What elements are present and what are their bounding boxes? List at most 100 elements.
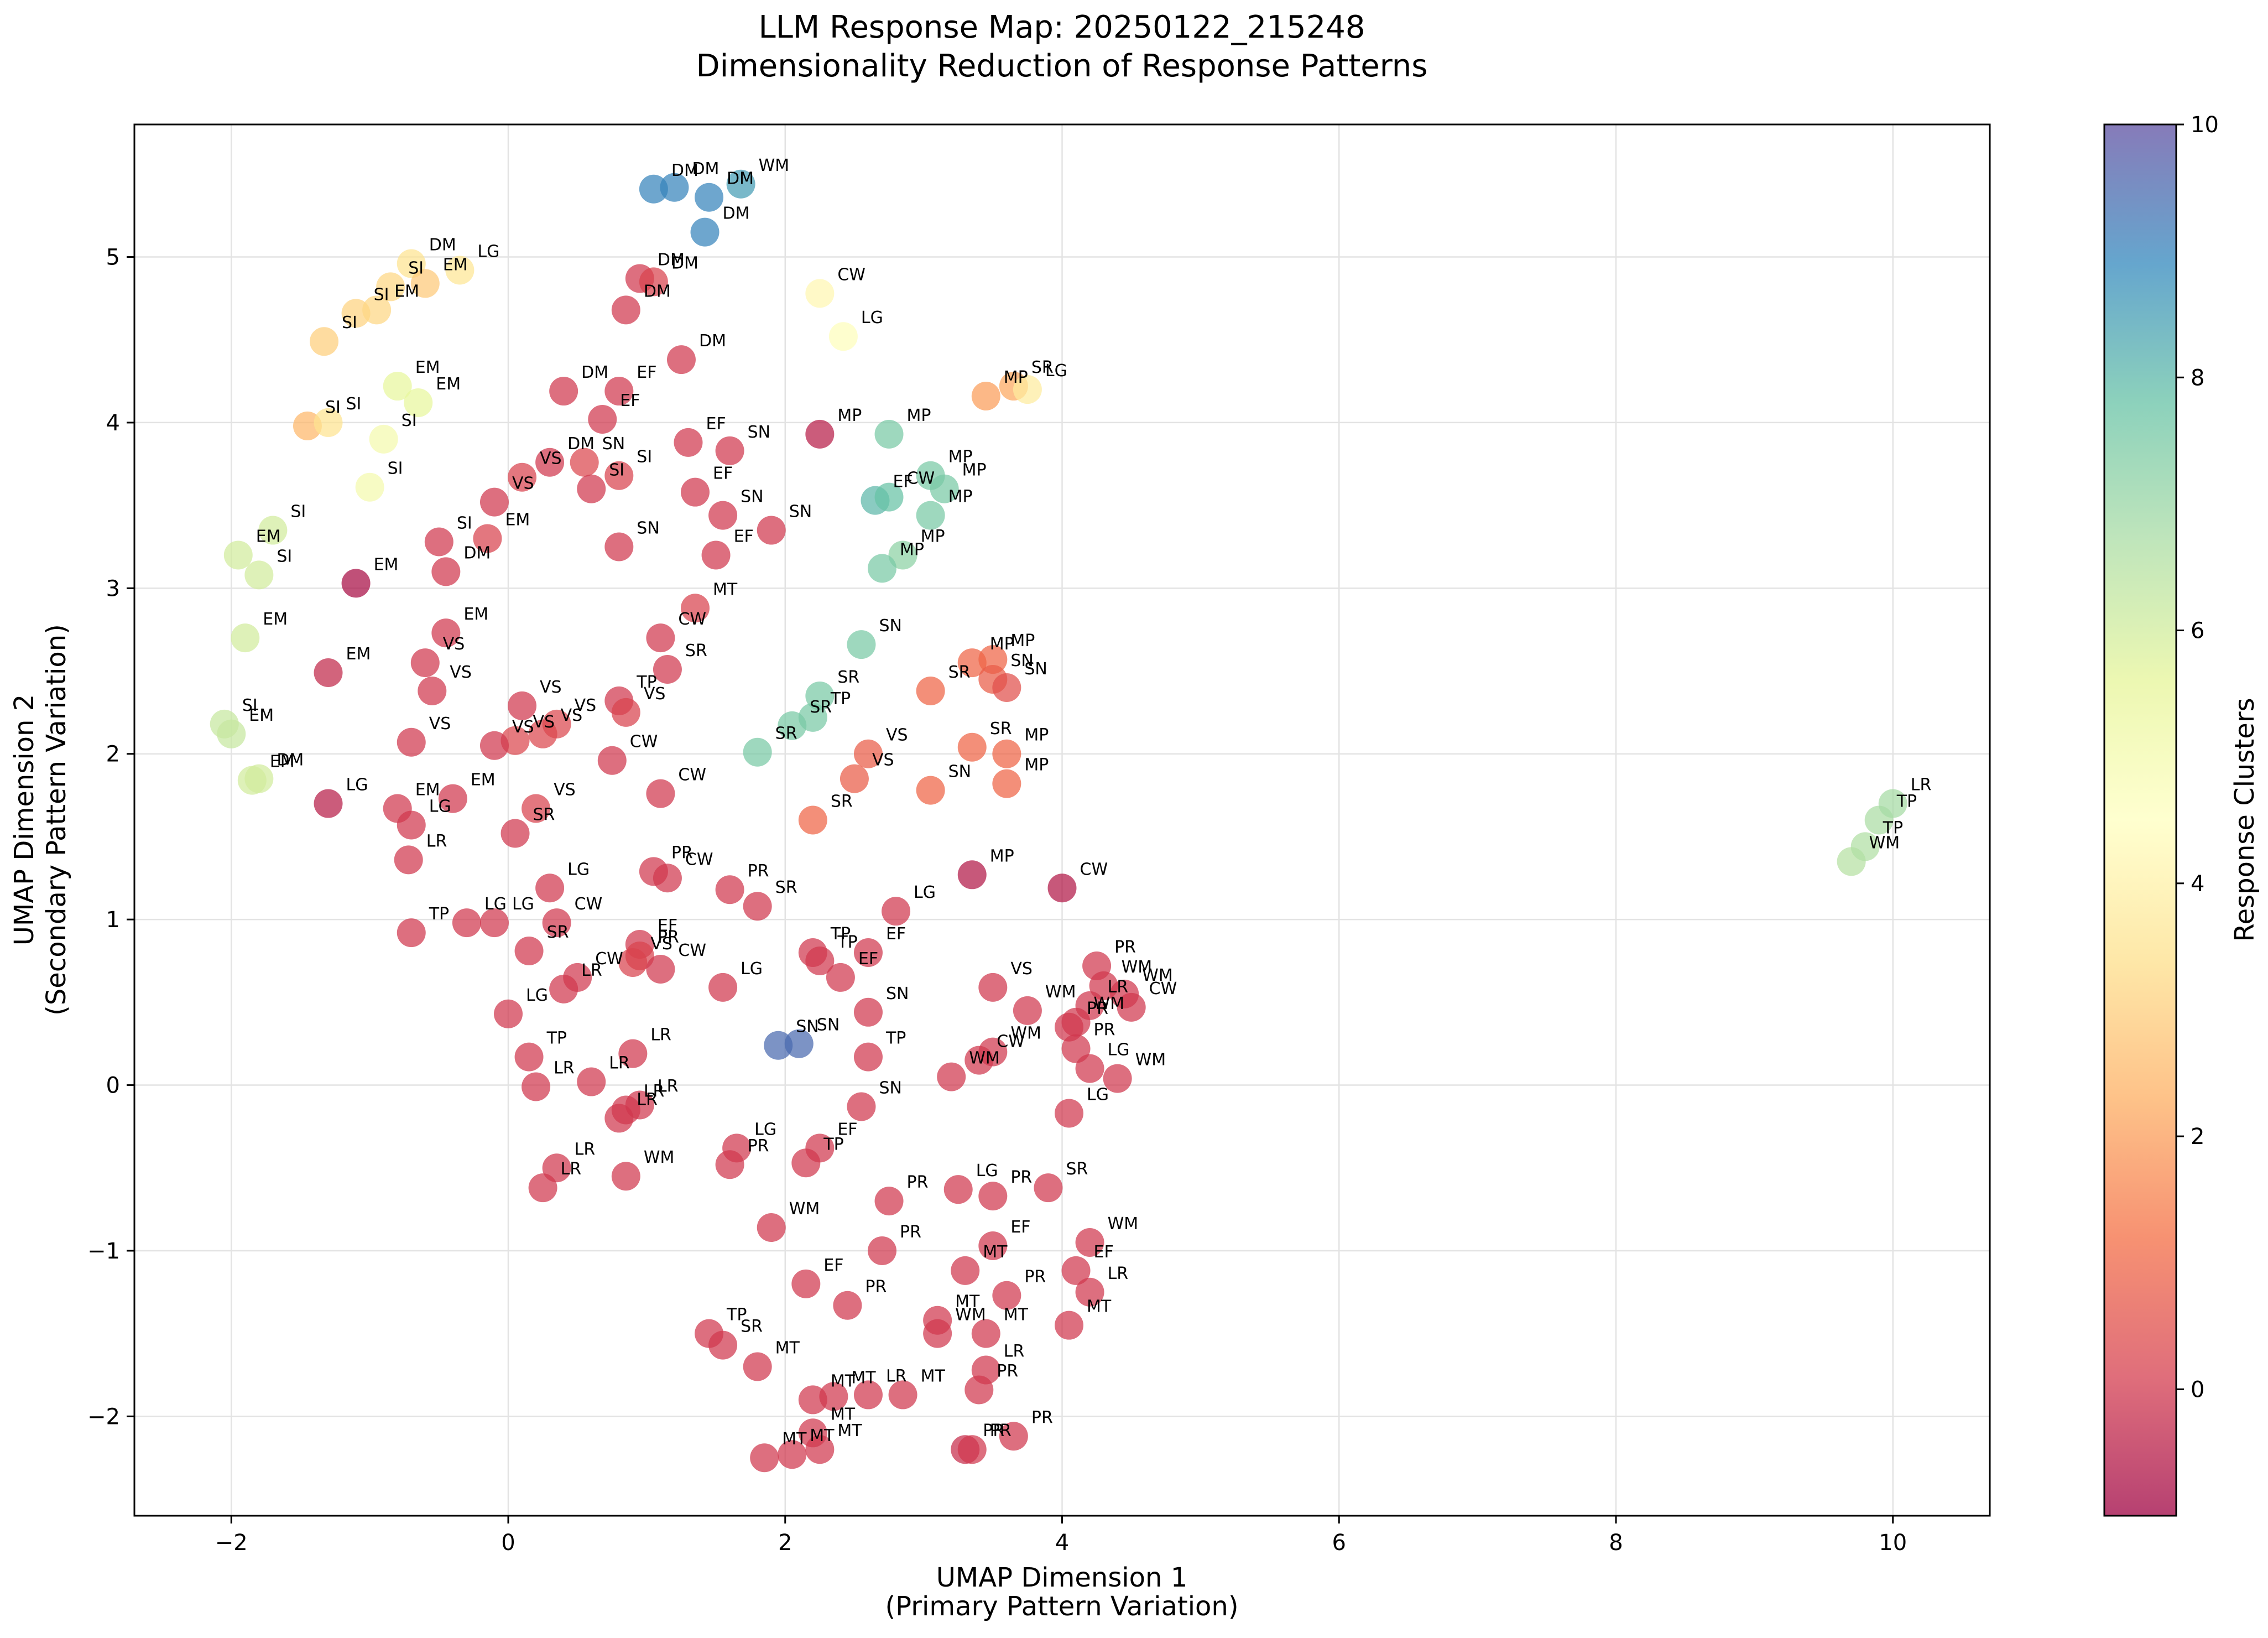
- data-point: [757, 516, 786, 545]
- point-label: MP: [1024, 726, 1049, 745]
- data-point: [978, 973, 1008, 1002]
- data-point: [549, 377, 578, 406]
- point-label: EM: [263, 610, 288, 629]
- data-point: [690, 217, 719, 247]
- point-label: WM: [1010, 1024, 1041, 1043]
- data-point: [701, 540, 731, 570]
- point-label: TP: [1883, 818, 1903, 838]
- data-point: [410, 269, 440, 298]
- y-tick-label: −1: [87, 1239, 120, 1264]
- point-label: EF: [706, 414, 726, 434]
- point-label: CW: [595, 949, 623, 969]
- data-point: [847, 630, 876, 659]
- point-label: MT: [983, 1242, 1008, 1262]
- data-point: [743, 1352, 772, 1381]
- colorbar-ticks: 0 2 4 6 8 10: [2176, 112, 2219, 1402]
- data-point: [528, 719, 557, 748]
- chart-title: LLM Response Map: 20250122_215248: [759, 9, 1365, 45]
- point-label: SN: [748, 423, 770, 442]
- data-point: [394, 845, 423, 875]
- point-label: VS: [872, 751, 894, 770]
- point-label: DM: [567, 434, 595, 454]
- data-point: [888, 1380, 917, 1410]
- data-point: [805, 1435, 835, 1464]
- point-label: SR: [948, 663, 971, 682]
- point-label: EM: [346, 644, 371, 664]
- point-label: EF: [1010, 1218, 1030, 1237]
- point-label: DM: [692, 159, 719, 179]
- point-label: MT: [713, 580, 738, 599]
- data-point: [244, 560, 274, 590]
- point-label: EF: [837, 1120, 857, 1139]
- point-label: MT: [831, 1405, 856, 1424]
- data-point: [847, 1092, 876, 1121]
- data-point: [1013, 996, 1042, 1025]
- point-label: MP: [907, 406, 931, 425]
- point-label: VS: [575, 696, 597, 715]
- x-tick-label: 0: [501, 1530, 515, 1556]
- point-label: PR: [1031, 1408, 1053, 1427]
- point-label: PR: [1010, 1168, 1032, 1187]
- data-point: [452, 908, 481, 938]
- data-point: [916, 501, 945, 530]
- point-label: MT: [1004, 1306, 1029, 1325]
- data-point: [964, 1046, 994, 1075]
- colorbar-label: Response Clusters: [2229, 698, 2260, 942]
- data-point: [397, 918, 426, 948]
- data-point: [660, 173, 689, 202]
- point-label: SR: [990, 719, 1012, 739]
- data-point: [611, 295, 640, 325]
- x-tick-label: −2: [215, 1530, 248, 1556]
- point-label: SI: [374, 285, 389, 304]
- data-point: [999, 1422, 1028, 1451]
- point-label: TP: [726, 1306, 747, 1325]
- point-label: SN: [886, 984, 909, 1003]
- point-label: TP: [837, 933, 857, 952]
- colorbar: 0 2 4 6 8 10 Response Clusters: [2103, 112, 2260, 1517]
- data-point: [971, 382, 1000, 411]
- colorbar-tick-label: 0: [2191, 1377, 2204, 1402]
- point-label: EM: [415, 781, 440, 800]
- y-axis-label: UMAP Dimension 2: [9, 694, 40, 946]
- data-point: [791, 1148, 821, 1178]
- y-tick-label: 1: [106, 907, 120, 933]
- point-label: VS: [540, 678, 562, 697]
- y-axis-sublabel: (Secondary Pattern Variation): [41, 624, 72, 1016]
- data-point: [840, 764, 869, 793]
- data-point: [237, 766, 267, 795]
- point-label: SN: [948, 762, 971, 782]
- point-label: MT: [851, 1368, 876, 1387]
- point-label: SI: [325, 398, 341, 417]
- point-label: WM: [644, 1148, 675, 1167]
- point-label: LG: [1045, 361, 1067, 381]
- data-point: [978, 645, 1008, 674]
- point-label: SR: [810, 698, 832, 717]
- point-label: LR: [581, 961, 602, 980]
- point-label: PR: [990, 1421, 1012, 1441]
- point-label: EF: [823, 1256, 843, 1275]
- point-label: MT: [775, 1339, 800, 1358]
- data-point: [957, 732, 987, 762]
- point-label: MP: [990, 635, 1014, 654]
- point-label: WM: [1142, 966, 1173, 985]
- data-point: [1117, 992, 1146, 1022]
- point-label: TP: [546, 1029, 567, 1048]
- point-label: WM: [955, 1306, 986, 1325]
- point-label: MP: [962, 461, 987, 480]
- point-label: TP: [429, 904, 449, 924]
- data-point: [708, 1330, 738, 1360]
- data-point: [258, 516, 288, 545]
- point-label: SR: [831, 792, 853, 812]
- data-point: [819, 1382, 848, 1411]
- data-point: [217, 719, 246, 748]
- x-axis-label: UMAP Dimension 1: [936, 1562, 1188, 1593]
- point-label: SN: [879, 616, 901, 636]
- point-label: PR: [1024, 1267, 1046, 1287]
- data-point: [916, 676, 945, 705]
- data-point: [341, 569, 371, 598]
- data-point: [424, 527, 453, 557]
- data-point: [653, 864, 682, 893]
- data-point: [646, 779, 675, 808]
- point-label: MT: [831, 1371, 856, 1391]
- data-point: [853, 997, 883, 1027]
